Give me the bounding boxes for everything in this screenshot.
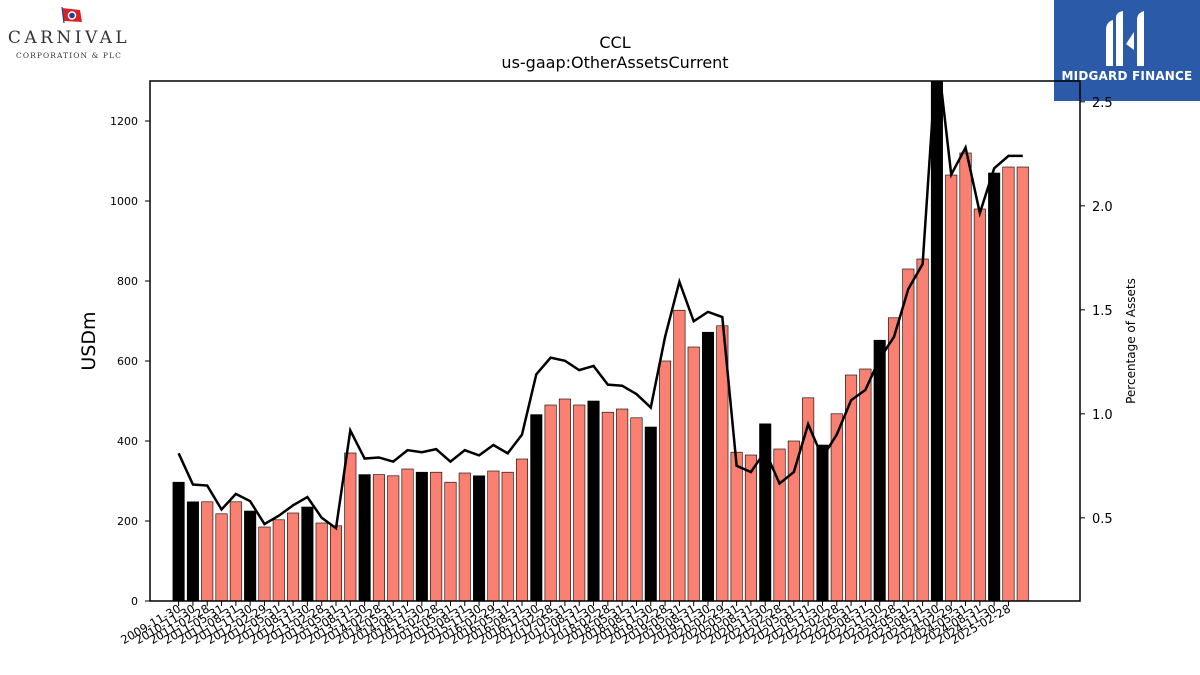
bar [344, 452, 357, 601]
y2-tick-label: 2.0 [1092, 200, 1113, 215]
bar [487, 470, 500, 601]
bar [558, 398, 571, 601]
bar [544, 404, 557, 601]
bar [988, 172, 1001, 601]
bar [744, 454, 757, 601]
y-axis-label: USDm [78, 311, 100, 370]
bar [329, 525, 343, 601]
bar [444, 481, 457, 601]
y2-tick-label: 1.5 [1092, 304, 1113, 319]
carnival-logo: CARNIVAL CORPORATION & PLC [4, 6, 134, 62]
bar [430, 471, 443, 601]
chart-title: CCL [599, 33, 630, 52]
midgard-m-icon [1106, 11, 1144, 66]
bar [244, 510, 257, 601]
bar [401, 468, 414, 601]
bar [616, 408, 629, 601]
bar [973, 208, 986, 601]
bar [773, 448, 786, 601]
bar [930, 81, 943, 601]
bar [229, 501, 242, 601]
y2-tick-label: 1.0 [1092, 408, 1113, 423]
bar [1002, 166, 1015, 601]
bar [473, 475, 486, 601]
y-tick-label: 0 [131, 595, 138, 608]
bar [887, 317, 901, 601]
bar [687, 346, 700, 601]
bar [186, 501, 199, 601]
bar [415, 471, 428, 601]
bar [201, 501, 214, 601]
plot-frame [149, 80, 1081, 602]
y-tick-label: 400 [117, 435, 138, 448]
bar [816, 444, 829, 601]
bar [215, 513, 228, 601]
bar [530, 414, 543, 601]
bar [458, 472, 471, 601]
chart-subtitle: us-gaap:OtherAssetsCurrent [501, 53, 728, 72]
bar [601, 411, 614, 601]
bar [859, 368, 872, 601]
bar [287, 512, 300, 601]
bar [959, 152, 972, 601]
y-tick-label: 800 [117, 275, 138, 288]
funnel-flag-icon [61, 6, 82, 24]
bar [945, 174, 958, 601]
bar [372, 474, 385, 601]
bar [644, 426, 657, 601]
bar [673, 309, 686, 601]
bar [501, 471, 514, 601]
bar [301, 506, 314, 601]
y2-tick-label: 2.5 [1092, 96, 1113, 111]
bar [787, 440, 800, 601]
bar [701, 331, 715, 601]
bar [272, 519, 285, 601]
bar [258, 526, 271, 601]
bar [902, 268, 915, 601]
bar [387, 475, 400, 601]
carnival-wordmark: CARNIVAL [7, 28, 131, 48]
y2-axis-label: Percentage of Assets [1124, 278, 1138, 404]
bar [515, 458, 529, 601]
y-tick-label: 600 [117, 355, 138, 368]
midgard-brand-text: MIDGARD FINANCE [1061, 69, 1193, 83]
bar [587, 400, 600, 601]
bar [730, 451, 743, 601]
bar [845, 374, 858, 601]
percentage-line [177, 81, 1023, 531]
bar [315, 522, 328, 601]
y-tick-label: 1200 [110, 115, 138, 128]
bar [630, 417, 643, 601]
y-tick-label: 200 [117, 515, 138, 528]
bar [873, 339, 886, 601]
bar [1016, 166, 1029, 601]
y2-tick-label: 0.5 [1092, 512, 1113, 527]
carnival-subtitle: CORPORATION & PLC [16, 51, 122, 60]
midgard-finance-logo: MIDGARD FINANCE [1054, 0, 1200, 101]
y-tick-label: 1000 [110, 195, 138, 208]
bar [659, 360, 672, 601]
bar [916, 258, 929, 601]
bar [172, 481, 185, 601]
bar [358, 474, 371, 601]
bar [573, 404, 586, 601]
